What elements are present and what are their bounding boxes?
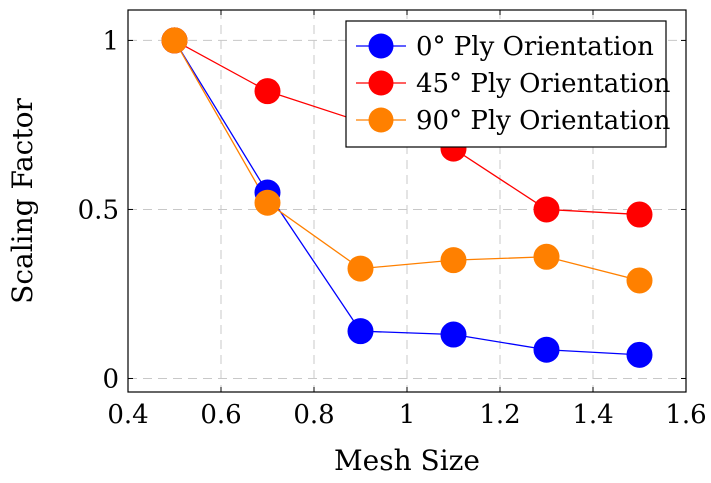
series-0-point bbox=[533, 336, 560, 363]
series-2-point bbox=[626, 267, 653, 294]
x-tick-label: 0.6 bbox=[200, 400, 241, 430]
legend-marker bbox=[368, 107, 394, 133]
y-axis-title: Scaling Factor bbox=[6, 98, 39, 304]
legend: 0° Ply Orientation 45° Ply Orientation 90°… bbox=[345, 20, 671, 148]
x-tick-label: 1.4 bbox=[572, 400, 613, 430]
y-axis-ticks: 00.51 bbox=[78, 26, 686, 394]
x-axis-title: Mesh Size bbox=[334, 444, 480, 477]
series-markers bbox=[161, 27, 653, 368]
y-tick-label: 1 bbox=[102, 26, 119, 56]
legend-box bbox=[345, 20, 667, 148]
x-tick-label: 1 bbox=[399, 400, 416, 430]
series-line-0 bbox=[173, 40, 640, 356]
series-2-point bbox=[347, 255, 374, 282]
y-tick-label: 0.5 bbox=[78, 195, 119, 225]
series-2-point bbox=[161, 27, 188, 54]
legend-label: 90° Ply Orientation bbox=[416, 106, 671, 136]
series-line-2 bbox=[173, 40, 640, 282]
series-0-point bbox=[440, 321, 467, 348]
x-tick-label: 1.6 bbox=[665, 400, 706, 430]
x-tick-label: 0.8 bbox=[293, 400, 334, 430]
y-tick-label: 0 bbox=[102, 364, 119, 394]
series-0-point bbox=[626, 341, 653, 368]
series-0-point bbox=[347, 318, 374, 345]
series-2-point bbox=[440, 247, 467, 274]
x-tick-label: 1.2 bbox=[479, 400, 520, 430]
legend-marker bbox=[368, 33, 394, 59]
legend-marker bbox=[368, 70, 394, 96]
legend-label: 45° Ply Orientation bbox=[416, 69, 671, 99]
series-1-point bbox=[626, 201, 653, 228]
legend-label: 0° Ply Orientation bbox=[416, 32, 654, 62]
series-2-point bbox=[254, 189, 281, 216]
series-1-point bbox=[254, 78, 281, 105]
x-axis-ticks: 0.4 0.6 0.8 1 1.2 1.4 1.6 bbox=[107, 10, 707, 430]
series-1-point bbox=[533, 196, 560, 223]
series-2-point bbox=[533, 243, 560, 270]
x-tick-label: 0.4 bbox=[107, 400, 148, 430]
